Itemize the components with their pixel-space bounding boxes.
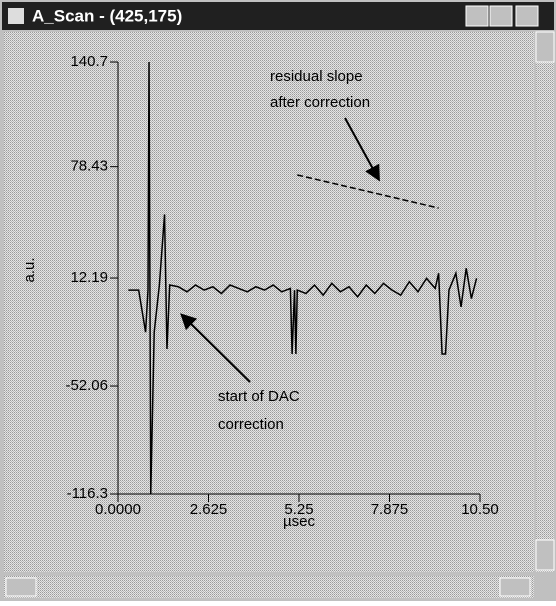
scroll-right[interactable] (499, 577, 531, 597)
close-button[interactable] (515, 5, 539, 27)
annotation: correction (218, 416, 284, 433)
x-tick-label: 5.25 (284, 501, 313, 518)
vertical-scrollbar[interactable] (536, 32, 554, 572)
scroll-left[interactable] (5, 577, 37, 597)
x-tick-label: 0.0000 (95, 501, 141, 518)
scroll-down[interactable] (535, 539, 555, 571)
y-tick-label: 78.43 (70, 158, 108, 175)
y-tick-label: -116.3 (67, 485, 108, 502)
y-tick-label: -52.06 (65, 377, 108, 394)
trace (297, 174, 439, 209)
y-tick-label: 140.7 (70, 53, 108, 70)
app-icon (8, 8, 24, 24)
arrow (344, 117, 380, 182)
y-axis-label: a.u. (21, 257, 38, 282)
x-tick-label: 2.625 (190, 501, 228, 518)
trace (128, 61, 478, 495)
window-title: A_Scan - (425,175) (32, 6, 182, 25)
y-tick-label: 12.19 (70, 269, 108, 286)
arrow (180, 313, 251, 383)
horizontal-scrollbar[interactable] (4, 576, 534, 598)
plot-background (4, 32, 534, 572)
annotation: start of DAC (218, 388, 300, 405)
minimize-button[interactable] (465, 5, 489, 27)
scroll-up[interactable] (535, 31, 555, 63)
x-axis-label: µsec (283, 513, 315, 530)
x-tick-label: 7.875 (371, 501, 409, 518)
title-bar (2, 2, 554, 30)
maximize-button[interactable] (489, 5, 513, 27)
x-tick-label: 10.50 (461, 501, 499, 518)
annotation: after correction (270, 94, 370, 111)
annotation: residual slope (270, 68, 363, 85)
